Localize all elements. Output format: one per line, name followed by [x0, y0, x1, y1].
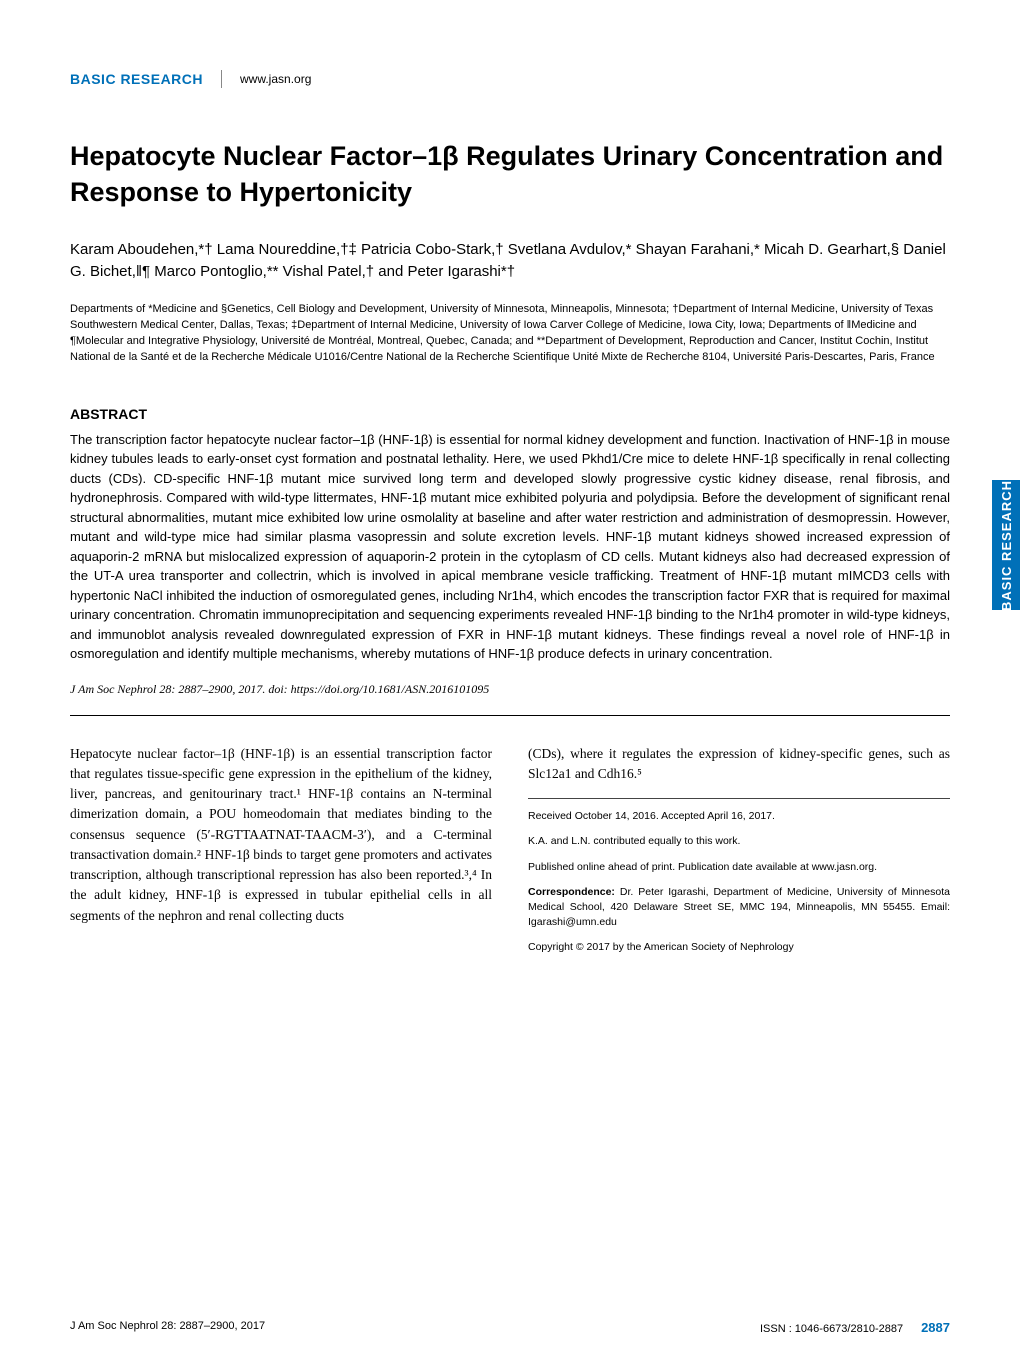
citation-line: J Am Soc Nephrol 28: 2887–2900, 2017. do… — [70, 682, 950, 697]
right-intro-text: (CDs), where it regulates the expression… — [528, 744, 950, 785]
horizontal-rule — [70, 715, 950, 716]
abstract-body: The transcription factor hepatocyte nucl… — [70, 430, 950, 664]
footer-page-number: 2887 — [921, 1320, 950, 1335]
article-title: Hepatocyte Nuclear Factor–1β Regulates U… — [70, 138, 950, 211]
body-columns: Hepatocyte nuclear factor–1β (HNF-1β) is… — [70, 744, 950, 966]
side-tab-label: BASIC RESEARCH — [999, 479, 1014, 610]
footer-left: J Am Soc Nephrol 28: 2887–2900, 2017 — [70, 1320, 265, 1335]
abstract-heading: ABSTRACT — [70, 406, 950, 422]
left-column: Hepatocyte nuclear factor–1β (HNF-1β) is… — [70, 744, 492, 966]
footer-right: ISSN : 1046-6673/2810-2887 2887 — [760, 1320, 950, 1335]
side-tab: BASIC RESEARCH — [992, 480, 1020, 610]
footer-issn: ISSN : 1046-6673/2810-2887 — [760, 1323, 903, 1335]
correspondence-label: Correspondence: — [528, 886, 615, 898]
copyright-line: Copyright © 2017 by the American Society… — [528, 940, 950, 955]
correspondence-line: Correspondence: Dr. Peter Igarashi, Depa… — [528, 885, 950, 931]
meta-rule — [528, 798, 950, 799]
right-column: (CDs), where it regulates the expression… — [528, 744, 950, 966]
footer: J Am Soc Nephrol 28: 2887–2900, 2017 ISS… — [70, 1320, 950, 1335]
header-row: BASIC RESEARCH www.jasn.org — [70, 70, 950, 88]
received-line: Received October 14, 2016. Accepted Apri… — [528, 809, 950, 824]
affiliations: Departments of *Medicine and §Genetics, … — [70, 302, 950, 366]
authors-list: Karam Aboudehen,*† Lama Noureddine,†‡ Pa… — [70, 239, 950, 284]
section-label: BASIC RESEARCH — [70, 71, 221, 87]
header-website: www.jasn.org — [240, 72, 311, 86]
publication-line: Published online ahead of print. Publica… — [528, 860, 950, 875]
header-divider — [221, 70, 222, 88]
contribution-line: K.A. and L.N. contributed equally to thi… — [528, 834, 950, 849]
